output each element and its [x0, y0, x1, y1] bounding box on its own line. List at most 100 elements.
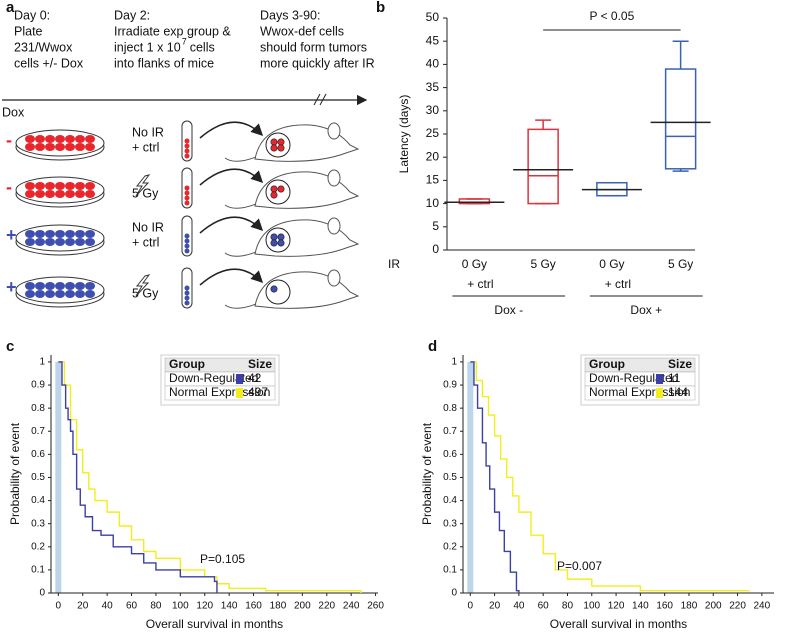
cell: [65, 182, 75, 190]
legend-size: 42: [248, 371, 262, 385]
cell: [85, 290, 95, 298]
y-tick-label: 35: [426, 80, 440, 94]
x-tick-label: 160: [245, 601, 262, 612]
dox-sign: -: [6, 177, 12, 197]
cell: [85, 230, 95, 238]
tube-cell: [184, 185, 190, 191]
cell: [55, 182, 65, 190]
tumor: [270, 185, 278, 193]
cell: [75, 282, 85, 290]
cell: [55, 230, 65, 238]
legend-swatch: [236, 388, 243, 398]
treatment: + ctrl: [132, 140, 159, 154]
tube-cell: [184, 190, 190, 196]
mouse-ear: [327, 169, 341, 187]
baseline-band: [467, 361, 474, 593]
cell: [75, 182, 85, 190]
step-text: Days 3-90:: [260, 8, 320, 22]
box: [527, 128, 559, 205]
cell: [55, 190, 65, 198]
cell: [45, 290, 55, 298]
step-text: Day 2:: [114, 8, 150, 22]
y-tick-label: 0.3: [31, 518, 45, 529]
tumor: [277, 138, 285, 146]
group-name: Dox -: [494, 303, 523, 317]
y-tick-label: 50: [426, 10, 440, 24]
y-tick-label: 0.4: [443, 495, 457, 506]
tube-cell: [184, 195, 190, 201]
cell: [45, 143, 55, 151]
treatment: No IR: [132, 220, 164, 234]
arrow: [199, 121, 264, 139]
cell: [65, 290, 75, 298]
y-tick-label: 0: [39, 588, 45, 599]
tube-cell: [184, 148, 190, 154]
cell: [25, 282, 35, 290]
treatment: No IR: [132, 125, 164, 139]
y-tick-label: 0.2: [31, 541, 45, 552]
cell: [55, 238, 65, 246]
cell: [65, 135, 75, 143]
cell: [65, 238, 75, 246]
y-tick-label: 0: [432, 242, 439, 256]
x-tick-label: 5 Gy: [668, 257, 693, 271]
x-tick-label: 140: [632, 601, 649, 612]
step-text: more quickly after IR: [260, 56, 375, 70]
step-text: inject 1 x 10: [114, 40, 181, 54]
cell: [35, 230, 45, 238]
y-tick-label: 0.4: [31, 495, 45, 506]
tumor: [270, 239, 278, 247]
x-tick-label: 220: [729, 601, 746, 612]
cell: [85, 143, 95, 151]
legend-size: 497: [248, 385, 268, 399]
y-axis-label: Probability of event: [8, 422, 22, 525]
x-tick-label: 0: [468, 601, 474, 612]
legend-label: Down-Regulated: [169, 371, 258, 385]
y-axis-label: Probability of event: [420, 422, 434, 525]
step-text: Day 0:: [14, 8, 50, 22]
x-tick-label: 240: [343, 601, 360, 612]
cell: [85, 282, 95, 290]
survival-curve: [58, 361, 218, 593]
superscript: 7: [182, 36, 187, 46]
y-tick-label: 0.3: [443, 518, 457, 529]
x-tick-label: 180: [681, 601, 698, 612]
tube-cell: [184, 138, 190, 144]
y-tick-label: 0.5: [443, 472, 457, 483]
x-tick-label: 260: [367, 601, 384, 612]
survival-curve: [470, 361, 750, 592]
y-tick-label: 45: [426, 33, 440, 47]
x-tick-label: 40: [513, 601, 525, 612]
x-axis-label: Overall survival in months: [550, 617, 687, 631]
legend-size: 144: [668, 385, 688, 399]
mouse-tail: [224, 203, 257, 209]
mouse-ear: [327, 269, 341, 287]
survival-curve: [58, 361, 362, 593]
cell: [75, 238, 85, 246]
step-text: into flanks of mice: [114, 56, 214, 70]
group-treatment: + ctrl: [467, 277, 493, 291]
dox-sign: -: [6, 130, 12, 150]
tube-cell: [184, 243, 190, 249]
y-tick-label: 0.9: [31, 380, 45, 391]
arrow: [199, 216, 264, 234]
cell: [25, 190, 35, 198]
tumor: [270, 233, 278, 241]
cell: [35, 182, 45, 190]
mouse-ear: [327, 217, 341, 235]
dox-sign: +: [6, 225, 17, 245]
y-tick-label: 1: [39, 357, 45, 368]
cell: [55, 290, 65, 298]
row-header: Dox: [2, 105, 25, 119]
x-tick-label: 0 Gy: [462, 257, 487, 271]
dox-sign: +: [6, 277, 17, 297]
cell: [65, 282, 75, 290]
cell: [25, 182, 35, 190]
y-tick-label: 0.7: [443, 426, 457, 437]
cell: [45, 182, 55, 190]
panel-a: a Dox: [2, 0, 368, 119]
legend-label: Down-Regulated: [589, 371, 678, 385]
step-text: cells +/- Dox: [14, 56, 84, 70]
y-tick-label: 0: [451, 588, 457, 599]
x-tick-label: 20: [489, 601, 501, 612]
